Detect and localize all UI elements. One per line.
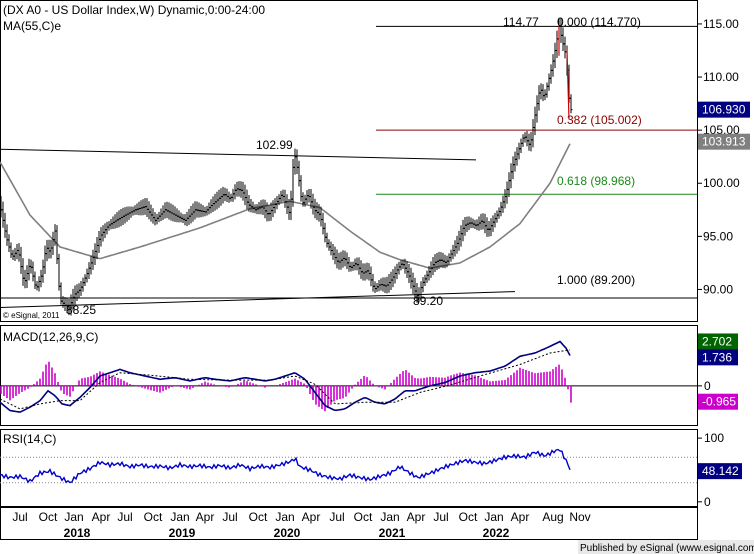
month-label: Jan bbox=[380, 510, 399, 524]
low-2021-label: 89.20 bbox=[413, 294, 443, 308]
rsi-badge-bg bbox=[698, 463, 742, 480]
price-badge-bg bbox=[698, 101, 750, 118]
month-label: Jan bbox=[275, 510, 294, 524]
month-label: Apr bbox=[302, 510, 321, 524]
month-label: Jan bbox=[170, 510, 189, 524]
price-badge-text: 106.930 bbox=[702, 103, 746, 117]
copyright: © eSignal, 2011 bbox=[3, 311, 60, 320]
trendline-0 bbox=[0, 148, 477, 161]
price-tick-label: 100.00 bbox=[703, 176, 740, 190]
year-label: 2020 bbox=[274, 526, 301, 540]
month-label: Jul bbox=[117, 510, 132, 524]
price-badge-bg bbox=[698, 133, 750, 150]
low-2018-label: 88.25 bbox=[66, 303, 96, 317]
month-label: Oct bbox=[354, 510, 373, 524]
month-label: Aug bbox=[542, 510, 563, 524]
fib-382-label: 0.382 (105.002) bbox=[557, 113, 642, 127]
month-label: Jul bbox=[222, 510, 237, 524]
rsi-line bbox=[0, 448, 571, 484]
price-layer: 115.00 110.00 105.00 100.00 95.00 90.00 106.93… bbox=[0, 17, 750, 316]
month-label: Oct bbox=[249, 510, 268, 524]
rsi-layer: 10050048.142 bbox=[0, 431, 742, 509]
price-pane-frame bbox=[0, 0, 698, 322]
macd-badge-text: 1.736 bbox=[702, 350, 732, 364]
year-label: 2021 bbox=[379, 526, 406, 540]
year-label: 2018 bbox=[64, 526, 91, 540]
fib-618-label: 0.618 (98.968) bbox=[557, 174, 635, 188]
footer-bg bbox=[578, 540, 754, 554]
drop-wick bbox=[566, 50, 570, 120]
month-label: Oct bbox=[39, 510, 58, 524]
macd-pane-frame bbox=[0, 325, 698, 426]
month-label: Oct bbox=[144, 510, 163, 524]
macd-tick-label: 0 bbox=[704, 379, 711, 393]
fib-0-label: 0.000 (114.770) bbox=[557, 15, 641, 29]
signal-line bbox=[0, 349, 571, 410]
macd-badge-bg bbox=[698, 333, 738, 350]
high-label: 114.77 bbox=[503, 15, 539, 29]
price-tick-label: 95.00 bbox=[703, 229, 733, 243]
macd-layer: 0 2.702 1.736 -0.965 bbox=[0, 333, 738, 413]
time-axis-frame bbox=[0, 507, 698, 540]
macd-badge-bg bbox=[698, 349, 738, 366]
year-label: 2022 bbox=[483, 526, 510, 540]
macd-line bbox=[0, 340, 571, 413]
ma-legend: MA(55,C)e bbox=[3, 19, 61, 33]
rsi-pane-frame bbox=[0, 429, 698, 507]
rsi-badge-text: 48.142 bbox=[702, 464, 739, 478]
price-tick-label: 110.00 bbox=[703, 70, 739, 84]
macd-badge-bg bbox=[698, 393, 738, 410]
ohlc-bar bbox=[569, 94, 573, 114]
footer-text: Published by eSignal (www.esignal.com) bbox=[580, 543, 754, 554]
trendline-1 bbox=[0, 291, 516, 309]
month-label: Apr bbox=[511, 510, 530, 524]
month-label: Apr bbox=[407, 510, 426, 524]
month-label: Oct bbox=[459, 510, 478, 524]
month-label: Jan bbox=[64, 510, 83, 524]
rsi-tick-label: 0 bbox=[704, 495, 711, 509]
month-label: Jul bbox=[433, 510, 448, 524]
rsi-tick-label: 100 bbox=[704, 431, 724, 445]
price-badge-text: 103.913 bbox=[702, 135, 746, 149]
chart-title: (DX A0 - US Dollar Index,W) Dynamic,0:00… bbox=[3, 3, 265, 17]
year-label: 2019 bbox=[169, 526, 196, 540]
month-label: Apr bbox=[196, 510, 215, 524]
rsi-label: RSI(14,C) bbox=[3, 432, 56, 446]
fib-100-label: 1.000 (89.200) bbox=[557, 273, 635, 287]
month-label: Jul bbox=[329, 510, 344, 524]
month-label: Apr bbox=[92, 510, 111, 524]
axis-layer: Jul Oct Jan Apr Jul Oct Jan Apr Jul Oct Jan Apr Jul O… bbox=[12, 510, 590, 540]
price-tick-label: 105.00 bbox=[703, 123, 740, 137]
macd-badge-text: 2.702 bbox=[702, 334, 732, 348]
month-label: Jul bbox=[12, 510, 27, 524]
peak-2020-label: 102.99 bbox=[256, 138, 293, 152]
macd-label: MACD(12,26,9,C) bbox=[3, 330, 98, 344]
month-label: Nov bbox=[569, 510, 590, 524]
month-label: Jan bbox=[484, 510, 503, 524]
macd-badge-text: -0.965 bbox=[702, 395, 736, 409]
price-tick-label: 115.00 bbox=[703, 17, 739, 31]
price-tick-label: 90.00 bbox=[703, 282, 733, 296]
